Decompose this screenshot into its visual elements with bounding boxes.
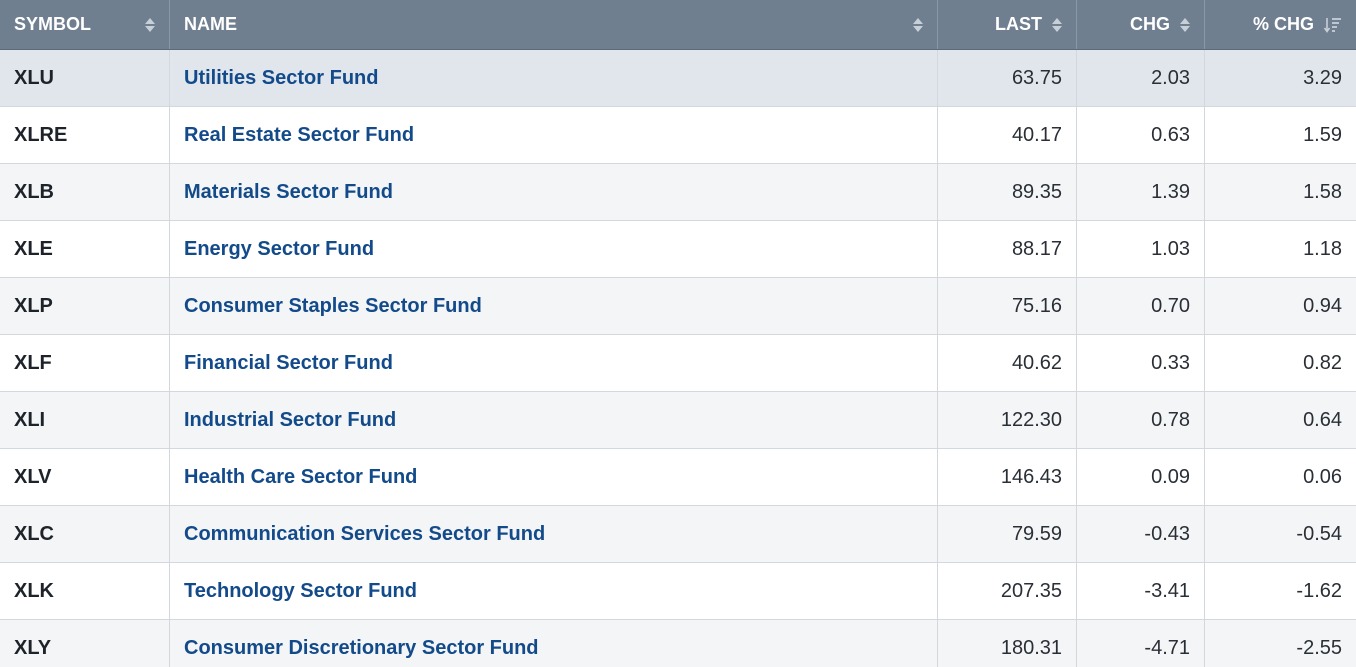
table-row[interactable]: XLP Consumer Staples Sector Fund 75.16 0… [0,278,1356,335]
chg-cell: -3.41 [1077,563,1205,619]
table-row[interactable]: XLB Materials Sector Fund 89.35 1.39 1.5… [0,164,1356,221]
name-cell: Financial Sector Fund [170,335,938,391]
last-cell: 146.43 [938,449,1077,505]
name-cell: Consumer Staples Sector Fund [170,278,938,334]
symbol-cell: XLB [0,164,170,220]
chg-cell: 0.63 [1077,107,1205,163]
symbol-cell: XLC [0,506,170,562]
column-header-pct-chg[interactable]: % CHG [1205,0,1356,49]
pct-chg-cell: 0.64 [1303,408,1342,431]
pct-chg-cell: 1.18 [1303,237,1342,260]
fund-name-link[interactable]: Materials Sector Fund [184,180,393,203]
column-header-chg[interactable]: CHG [1077,0,1205,49]
table-row[interactable]: XLF Financial Sector Fund 40.62 0.33 0.8… [0,335,1356,392]
fund-name-link[interactable]: Communication Services Sector Fund [184,522,546,545]
name-cell: Energy Sector Fund [170,221,938,277]
last-cell: 75.16 [938,278,1077,334]
name-cell: Health Care Sector Fund [170,449,938,505]
table-row[interactable]: XLU Utilities Sector Fund 63.75 2.03 3.2… [0,50,1356,107]
last-cell: 122.30 [938,392,1077,448]
pct-chg-cell: 0.82 [1303,351,1342,374]
symbol-cell: XLK [0,563,170,619]
symbol-cell: XLF [0,335,170,391]
table-row[interactable]: XLE Energy Sector Fund 88.17 1.03 1.18 [0,221,1356,278]
table-row[interactable]: XLRE Real Estate Sector Fund 40.17 0.63 … [0,107,1356,164]
symbol-cell: XLV [0,449,170,505]
symbol-cell: XLRE [0,107,170,163]
column-header-label: CHG [1130,14,1170,34]
last-cell: 40.17 [938,107,1077,163]
column-header-symbol[interactable]: SYMBOL [0,0,170,49]
name-cell: Real Estate Sector Fund [170,107,938,163]
table-row[interactable]: XLV Health Care Sector Fund 146.43 0.09 … [0,449,1356,506]
pct-chg-cell: 1.58 [1303,180,1342,203]
pct-chg-cell: 1.59 [1303,123,1342,146]
column-header-label: LAST [995,14,1042,34]
table-row[interactable]: XLC Communication Services Sector Fund 7… [0,506,1356,563]
symbol-cell: XLI [0,392,170,448]
column-header-last[interactable]: LAST [938,0,1077,49]
pct-chg-cell: 3.29 [1303,66,1342,89]
chg-cell: 2.03 [1077,50,1205,106]
pct-chg-cell: 0.94 [1303,294,1342,317]
sort-arrows-icon[interactable] [1052,17,1062,32]
column-header-label: % CHG [1252,14,1314,34]
name-cell: Consumer Discretionary Sector Fund [170,620,938,667]
table-row[interactable]: XLI Industrial Sector Fund 122.30 0.78 0… [0,392,1356,449]
fund-name-link[interactable]: Consumer Discretionary Sector Fund [184,636,539,659]
table-row[interactable]: XLY Consumer Discretionary Sector Fund 1… [0,620,1356,667]
last-cell: 63.75 [938,50,1077,106]
pct-chg-cell: -0.54 [1296,522,1342,545]
last-cell: 89.35 [938,164,1077,220]
name-cell: Communication Services Sector Fund [170,506,938,562]
chg-cell: 1.03 [1077,221,1205,277]
fund-name-link[interactable]: Health Care Sector Fund [184,465,418,488]
name-cell: Utilities Sector Fund [170,50,938,106]
sort-arrows-icon[interactable] [913,17,923,32]
column-header-label: NAME [184,14,237,34]
chg-cell: 0.78 [1077,392,1205,448]
last-cell: 79.59 [938,506,1077,562]
chg-cell: -0.43 [1077,506,1205,562]
name-cell: Industrial Sector Fund [170,392,938,448]
name-cell: Materials Sector Fund [170,164,938,220]
symbol-cell: XLY [0,620,170,667]
fund-name-link[interactable]: Real Estate Sector Fund [184,123,415,146]
chg-cell: 0.09 [1077,449,1205,505]
table-row[interactable]: XLK Technology Sector Fund 207.35 -3.41 … [0,563,1356,620]
pct-chg-cell: 0.06 [1303,465,1342,488]
chg-cell: 1.39 [1077,164,1205,220]
fund-name-link[interactable]: Industrial Sector Fund [184,408,397,431]
last-cell: 40.62 [938,335,1077,391]
fund-name-link[interactable]: Technology Sector Fund [184,579,417,602]
symbol-cell: XLE [0,221,170,277]
symbol-cell: XLP [0,278,170,334]
fund-name-link[interactable]: Consumer Staples Sector Fund [184,294,482,317]
chg-cell: -4.71 [1077,620,1205,667]
pct-chg-cell: -2.55 [1296,636,1342,659]
column-header-label: SYMBOL [14,14,92,34]
last-cell: 88.17 [938,221,1077,277]
fund-name-link[interactable]: Utilities Sector Fund [184,66,379,89]
table-header: SYMBOL NAME LAST CHG % CHG [0,0,1356,50]
name-cell: Technology Sector Fund [170,563,938,619]
column-header-name[interactable]: NAME [170,0,938,49]
fund-name-link[interactable]: Energy Sector Fund [184,237,375,260]
sort-descending-icon[interactable] [1324,17,1342,33]
pct-chg-cell: -1.62 [1296,579,1342,602]
chg-cell: 0.33 [1077,335,1205,391]
fund-name-link[interactable]: Financial Sector Fund [184,351,393,374]
chg-cell: 0.70 [1077,278,1205,334]
symbol-cell: XLU [0,50,170,106]
last-cell: 180.31 [938,620,1077,667]
last-cell: 207.35 [938,563,1077,619]
sort-arrows-icon[interactable] [145,17,155,32]
sort-arrows-icon[interactable] [1180,17,1190,32]
